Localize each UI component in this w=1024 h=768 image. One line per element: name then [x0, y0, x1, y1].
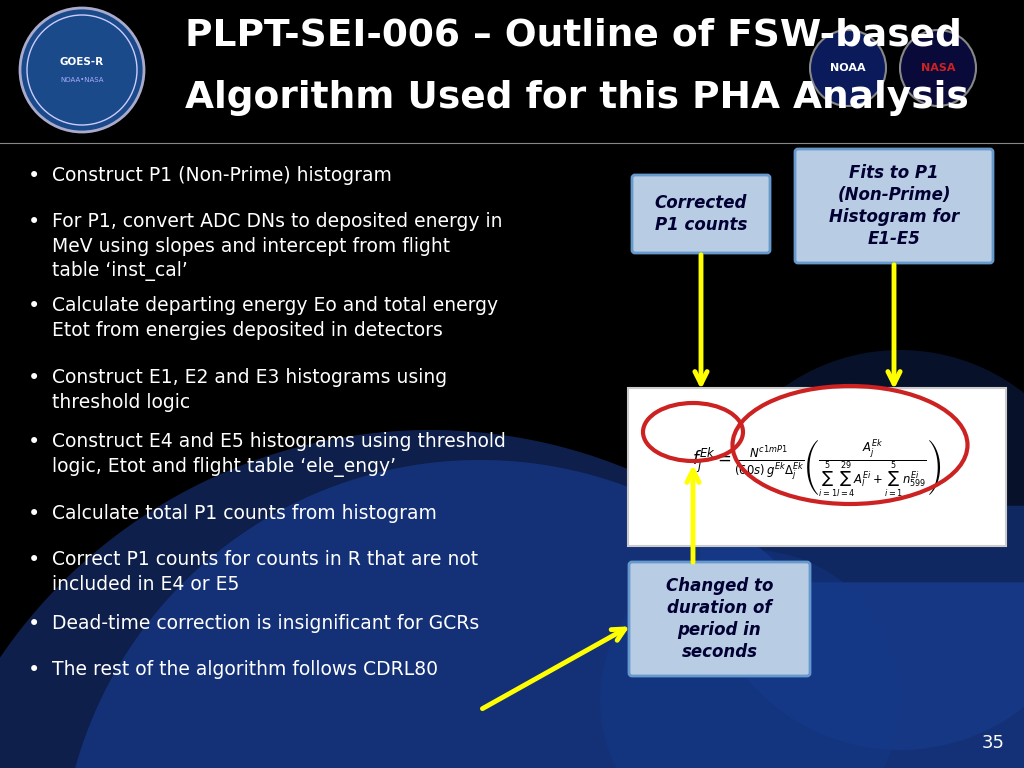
FancyBboxPatch shape	[632, 175, 770, 253]
Text: PLPT-SEI-006 – Outline of FSW-based: PLPT-SEI-006 – Outline of FSW-based	[185, 18, 962, 54]
Text: Changed to
duration of
period in
seconds: Changed to duration of period in seconds	[666, 577, 773, 661]
Text: Correct P1 counts for counts in R that are not
included in E4 or E5: Correct P1 counts for counts in R that a…	[52, 550, 478, 594]
Text: •: •	[28, 660, 40, 680]
Text: 35: 35	[982, 734, 1005, 752]
Bar	[0, 0, 1024, 143]
Text: NASA: NASA	[921, 63, 955, 73]
Text: Algorithm Used for this PHA Analysis: Algorithm Used for this PHA Analysis	[185, 80, 969, 116]
Circle shape	[600, 550, 900, 768]
Text: •: •	[28, 166, 40, 186]
Text: Construct P1 (Non-Prime) histogram: Construct P1 (Non-Prime) histogram	[52, 166, 392, 185]
Text: Dead-time correction is insignificant for GCRs: Dead-time correction is insignificant fo…	[52, 614, 479, 633]
Text: Fits to P1
(Non-Prime)
Histogram for
E1-E5: Fits to P1 (Non-Prime) Histogram for E1-…	[828, 164, 959, 248]
Text: •: •	[28, 212, 40, 232]
Circle shape	[810, 30, 886, 106]
FancyBboxPatch shape	[629, 562, 810, 676]
Text: Corrected
P1 counts: Corrected P1 counts	[654, 194, 748, 234]
Text: The rest of the algorithm follows CDRL80: The rest of the algorithm follows CDRL80	[52, 660, 438, 679]
Text: Calculate departing energy Eo and total energy
Etot from energies deposited in d: Calculate departing energy Eo and total …	[52, 296, 498, 339]
Text: Construct E4 and E5 histograms using threshold
logic, Etot and flight table ‘ele: Construct E4 and E5 histograms using thr…	[52, 432, 506, 477]
Circle shape	[900, 30, 976, 106]
Text: •: •	[28, 296, 40, 316]
Text: GOES-R: GOES-R	[60, 57, 104, 67]
Text: Calculate total P1 counts from histogram: Calculate total P1 counts from histogram	[52, 504, 437, 523]
Text: Construct E1, E2 and E3 histograms using
threshold logic: Construct E1, E2 and E3 histograms using…	[52, 368, 447, 412]
FancyBboxPatch shape	[795, 149, 993, 263]
Text: •: •	[28, 504, 40, 524]
Text: •: •	[28, 614, 40, 634]
Text: NOAA•NASA: NOAA•NASA	[60, 77, 103, 83]
Text: NOAA: NOAA	[830, 63, 866, 73]
Bar	[628, 388, 1006, 546]
Text: $f_j^{Ek} = \frac{N^{c1mP1}}{(60s)\,g^{Ek}\Delta_j^{Ek}}\left(\frac{A_j^{Ek}}{\s: $f_j^{Ek} = \frac{N^{c1mP1}}{(60s)\,g^{E…	[692, 436, 941, 498]
Text: •: •	[28, 368, 40, 388]
Text: •: •	[28, 432, 40, 452]
Text: For P1, convert ADC DNs to deposited energy in
MeV using slopes and intercept fr: For P1, convert ADC DNs to deposited ene…	[52, 212, 503, 281]
Circle shape	[700, 350, 1024, 750]
Circle shape	[20, 8, 144, 132]
Text: •: •	[28, 550, 40, 570]
